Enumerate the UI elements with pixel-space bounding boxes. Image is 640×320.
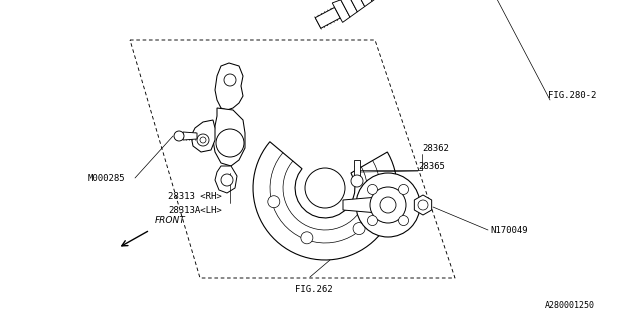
Circle shape: [305, 168, 345, 208]
Circle shape: [174, 131, 184, 141]
Circle shape: [200, 137, 206, 143]
Text: FIG.262: FIG.262: [295, 285, 333, 294]
Polygon shape: [183, 132, 197, 140]
Polygon shape: [215, 166, 237, 193]
Circle shape: [418, 200, 428, 210]
Polygon shape: [332, 0, 350, 22]
Text: 28313 <RH>: 28313 <RH>: [168, 191, 221, 201]
Circle shape: [301, 232, 313, 244]
Text: FIG.280-2: FIG.280-2: [548, 91, 596, 100]
Text: M000285: M000285: [88, 173, 125, 182]
Circle shape: [399, 184, 408, 195]
Polygon shape: [191, 120, 215, 152]
Circle shape: [268, 196, 280, 208]
Circle shape: [224, 74, 236, 86]
Text: 28313A<LH>: 28313A<LH>: [168, 205, 221, 214]
Text: 28362: 28362: [422, 143, 449, 153]
Circle shape: [380, 197, 396, 213]
Circle shape: [353, 223, 365, 235]
Polygon shape: [349, 0, 365, 12]
Polygon shape: [315, 7, 340, 28]
Circle shape: [216, 129, 244, 157]
Circle shape: [399, 216, 408, 226]
Circle shape: [370, 187, 406, 223]
Text: FRONT: FRONT: [155, 216, 186, 225]
Polygon shape: [340, 0, 357, 17]
Polygon shape: [366, 0, 380, 1]
Text: 28365: 28365: [418, 162, 445, 171]
Polygon shape: [213, 108, 245, 166]
Circle shape: [351, 175, 363, 187]
Circle shape: [221, 174, 233, 186]
Polygon shape: [358, 0, 372, 6]
Circle shape: [356, 173, 420, 237]
Text: N170049: N170049: [490, 226, 527, 235]
Polygon shape: [354, 160, 360, 177]
Circle shape: [197, 134, 209, 146]
Polygon shape: [215, 63, 243, 110]
Polygon shape: [414, 195, 431, 215]
Polygon shape: [253, 142, 397, 260]
Polygon shape: [343, 197, 378, 213]
Circle shape: [367, 216, 378, 226]
Text: A280001250: A280001250: [545, 300, 595, 309]
Circle shape: [367, 184, 378, 195]
